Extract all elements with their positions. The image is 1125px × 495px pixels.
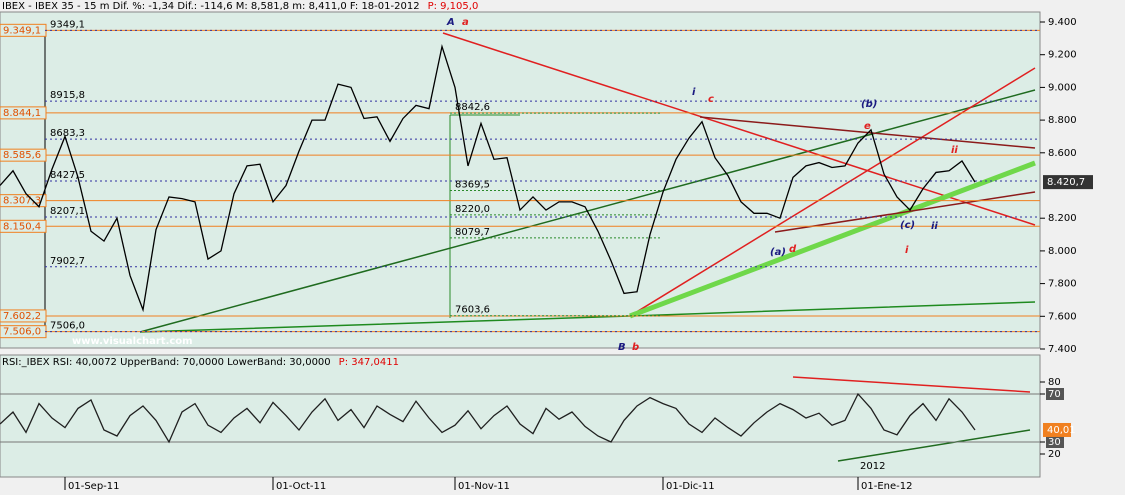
x-tick-label: 01-Ene-12	[861, 481, 912, 492]
wave-label: i	[905, 245, 909, 256]
mark-label: 8683,3	[50, 128, 85, 139]
current-box	[1043, 175, 1093, 190]
y-tick-label: 7.800	[1048, 279, 1077, 290]
trendline	[774, 191, 1036, 233]
level-label: 8.585,6	[3, 150, 41, 161]
wave-label: (c)	[900, 220, 915, 231]
price-line	[0, 43, 976, 313]
wave-label: e	[864, 121, 871, 132]
price-line	[0, 392, 976, 444]
trendline	[629, 67, 1036, 317]
y-tick-label: 8.200	[1048, 213, 1077, 224]
level-box	[0, 194, 47, 208]
retracement-label: 7603,6	[455, 305, 490, 316]
wave-label: (a)	[770, 247, 786, 258]
mark-label: 7506,0	[50, 321, 85, 332]
level-label: 7.602,2	[3, 311, 41, 322]
level-box	[0, 219, 47, 233]
header-text: RSI:_IBEX RSI: 40,0072 UpperBand: 70,000…	[2, 357, 331, 368]
price-panel	[0, 11, 1041, 349]
wave-label: c	[708, 94, 714, 105]
header-text: P: 347,0411	[339, 357, 399, 368]
wave-label: A	[446, 17, 455, 28]
retracement-label: 8842,6	[455, 102, 490, 113]
watermark: www.visualchart.com	[72, 336, 193, 347]
trendlines	[44, 27, 1036, 462]
retracement-label: 8079,7	[455, 227, 490, 238]
y-tick-label: 8.600	[1048, 148, 1077, 159]
x-tick-label: 01-Nov-11	[458, 481, 510, 492]
wave-label: ii	[931, 221, 938, 232]
wave-label: ii	[951, 145, 958, 156]
wave-label: d	[789, 244, 797, 255]
level-box	[0, 309, 47, 323]
y-tick-label: 9.000	[1048, 82, 1077, 93]
header-text: IBEX - IBEX 35 - 15 m Dif. %: -1,34 Dif.…	[2, 1, 420, 12]
x-tick-label: 01-Oct-11	[276, 481, 326, 492]
current-box	[1043, 422, 1071, 437]
wave-label: B	[618, 342, 626, 353]
trendline	[629, 160, 1036, 319]
x-tick-label: 01-Sep-11	[68, 481, 120, 492]
wave-label: a	[462, 17, 469, 28]
level-label: 8.307,3	[3, 196, 41, 207]
wave-label: i	[692, 87, 696, 98]
y-tick-label: 7.600	[1048, 311, 1077, 322]
current-label: 8.420,7	[1047, 177, 1085, 188]
y-tick-label: 8.000	[1048, 246, 1077, 257]
trendline	[837, 429, 1031, 462]
level-label: 7.506,0	[3, 327, 41, 338]
trendline	[699, 116, 1036, 149]
y-tick-label: 30	[1048, 437, 1061, 448]
tick-box	[1046, 436, 1064, 448]
mark-label: 8207,1	[50, 206, 85, 217]
y-tick-label: 8.800	[1048, 115, 1077, 126]
mark-label: 9349,1	[50, 19, 85, 30]
wave-label: b	[632, 342, 639, 353]
mark-label: 7902,7	[50, 256, 85, 267]
level-label: 9.349,1	[3, 25, 41, 36]
header-text: P: 9,105,0	[428, 1, 479, 12]
trendline	[792, 376, 1031, 393]
tick-box	[1046, 388, 1064, 400]
x-tick-label: 01-Dic-11	[666, 481, 715, 492]
retracement-label: 8220,0	[455, 204, 490, 215]
y-tick-label: 70	[1048, 389, 1061, 400]
level-label: 8.150,4	[3, 221, 41, 232]
mark-label: 8427,5	[50, 170, 85, 181]
retracement-label: 8369,5	[455, 179, 490, 190]
y-tick-label: 20	[1048, 449, 1061, 460]
y-tick-label: 7.400	[1048, 344, 1077, 355]
level-box	[0, 106, 47, 120]
y-tick-label: 9.200	[1048, 50, 1077, 61]
wave-label: (b)	[861, 99, 877, 110]
trendline	[442, 32, 1036, 226]
level-box	[0, 148, 47, 162]
y-tick-label: 80	[1048, 377, 1061, 388]
current-label: 40,01	[1047, 425, 1076, 436]
level-label: 8.844,1	[3, 108, 41, 119]
y-tick-label: 9.400	[1048, 17, 1077, 28]
rsi-panel	[0, 354, 1041, 478]
wave-label: 2012	[860, 461, 885, 472]
mark-label: 8915,8	[50, 90, 85, 101]
